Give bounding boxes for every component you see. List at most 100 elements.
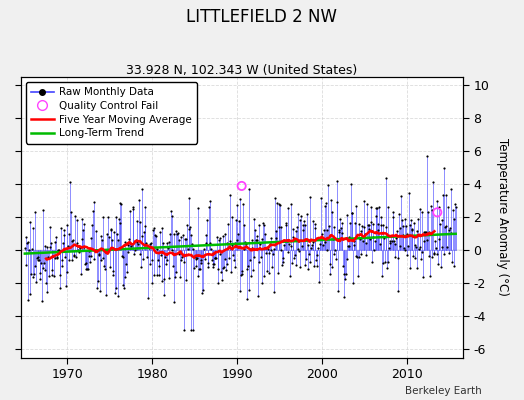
Point <box>129 205 137 212</box>
Point <box>378 272 386 279</box>
Point <box>68 257 77 263</box>
Point <box>325 271 334 277</box>
Point <box>137 233 146 240</box>
Point <box>291 252 299 258</box>
Point <box>413 264 422 271</box>
Point <box>372 205 380 211</box>
Point <box>126 240 135 246</box>
Point <box>380 235 388 242</box>
Point <box>416 206 424 213</box>
Point <box>68 238 76 244</box>
Point <box>60 226 69 233</box>
Point <box>215 250 224 257</box>
Point <box>328 264 336 270</box>
Point <box>261 250 270 256</box>
Point <box>49 252 57 259</box>
Point <box>66 179 74 185</box>
Point <box>340 271 348 278</box>
Point <box>411 254 420 261</box>
Point <box>209 261 217 267</box>
Point <box>140 204 149 210</box>
Point <box>99 254 107 261</box>
Point <box>353 254 362 260</box>
Point <box>82 259 90 266</box>
Point <box>409 253 417 259</box>
Point <box>56 272 64 278</box>
Point <box>158 224 167 231</box>
Point <box>73 240 81 246</box>
Point <box>125 236 133 242</box>
Point <box>249 267 257 273</box>
Point <box>375 204 384 210</box>
Point <box>167 208 175 214</box>
Point <box>178 254 187 260</box>
Point <box>36 276 45 282</box>
Point <box>47 240 55 247</box>
Point <box>84 266 92 272</box>
Point <box>179 232 187 238</box>
Point <box>128 241 136 247</box>
Point <box>363 200 372 207</box>
Point <box>429 179 437 186</box>
Point <box>193 255 201 261</box>
Point <box>84 247 93 254</box>
Point <box>270 289 278 296</box>
Point <box>46 243 54 250</box>
Point <box>181 236 189 242</box>
Point <box>139 256 147 262</box>
Point <box>211 255 219 262</box>
Point <box>289 234 297 240</box>
Point <box>36 270 44 276</box>
Point <box>347 210 356 216</box>
Point <box>110 228 118 235</box>
Point <box>93 285 101 291</box>
Title: 33.928 N, 102.343 W (United States): 33.928 N, 102.343 W (United States) <box>126 64 357 77</box>
Point <box>410 220 418 226</box>
Point <box>450 263 458 269</box>
Point <box>376 240 384 247</box>
Point <box>342 270 350 277</box>
Point <box>131 246 139 253</box>
Point <box>48 266 56 273</box>
Point <box>304 266 312 272</box>
Point <box>444 204 452 210</box>
Point <box>320 227 328 233</box>
Point <box>194 204 203 211</box>
Point <box>326 261 334 268</box>
Point <box>370 238 379 244</box>
Point <box>228 214 237 220</box>
Point <box>241 238 249 245</box>
Point <box>87 253 95 259</box>
Point <box>448 258 456 265</box>
Point <box>255 259 264 265</box>
Point <box>247 237 256 243</box>
Point <box>35 256 43 263</box>
Point <box>253 232 261 239</box>
Point <box>38 298 46 304</box>
Point <box>328 208 336 215</box>
Point <box>313 252 321 258</box>
Point <box>432 251 441 257</box>
Point <box>26 291 34 297</box>
Point <box>396 243 405 249</box>
Point <box>342 256 351 262</box>
Point <box>127 243 135 249</box>
Point <box>173 230 182 236</box>
Point <box>293 223 301 230</box>
Point <box>212 254 220 261</box>
Point <box>239 201 247 208</box>
Point <box>44 254 52 260</box>
Point <box>237 272 245 278</box>
Point <box>449 207 457 213</box>
Point <box>334 227 343 233</box>
Point <box>145 260 154 267</box>
Point <box>72 254 80 260</box>
Point <box>63 269 71 276</box>
Point <box>366 219 375 225</box>
Point <box>28 224 37 231</box>
Point <box>289 226 298 232</box>
Point <box>66 231 74 237</box>
Point <box>191 256 200 262</box>
Point <box>402 252 411 258</box>
Point <box>30 262 39 269</box>
